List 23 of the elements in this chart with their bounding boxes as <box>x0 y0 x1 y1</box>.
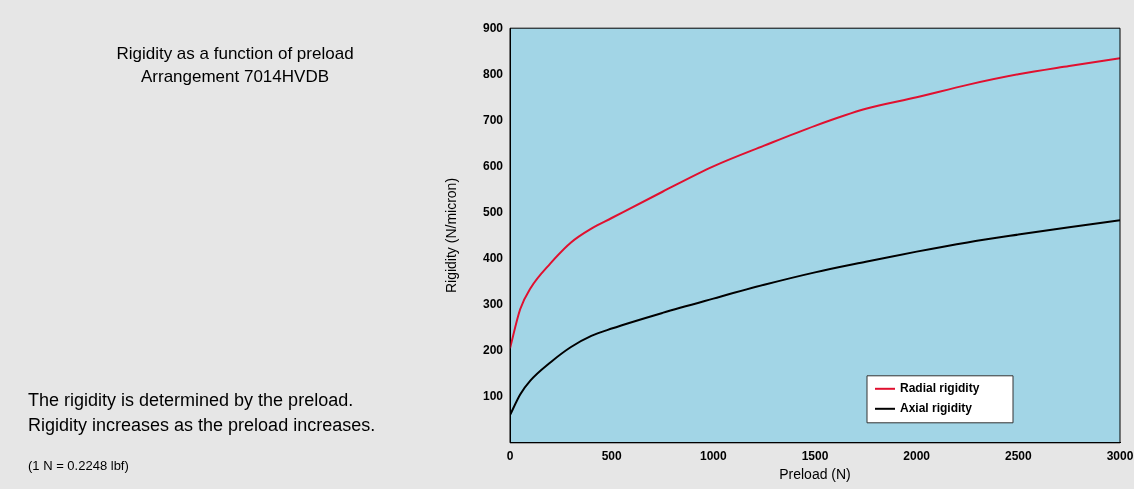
y-axis-title: Rigidity (N/micron) <box>443 177 460 294</box>
y-tick-label: 500 <box>482 204 504 219</box>
text: Rigidity as a function of preload Arrangement 7014HVDB <box>115 43 355 88</box>
x-tick-label: 500 <box>601 449 622 464</box>
y-tick-label: 700 <box>482 112 504 127</box>
legend-label: Radial rigidity <box>900 381 980 396</box>
x-tick-label: 2500 <box>1004 449 1032 464</box>
y-tick-label: 100 <box>482 389 504 404</box>
x-tick-label: 2000 <box>903 449 931 464</box>
x-tick-label: 0 <box>506 449 514 464</box>
x-tick-label: 1000 <box>699 449 727 464</box>
x-tick-label: 3000 <box>1106 449 1134 464</box>
text: (1 N = 0.2248 lbf) <box>28 458 129 473</box>
text: The rigidity is determined by the preload. Rigidity increases as the preload increases. <box>28 389 376 437</box>
x-tick-label: 1500 <box>801 449 829 464</box>
y-tick-label: 300 <box>482 296 504 311</box>
x-axis-title: Preload (N) <box>779 466 851 483</box>
y-tick-label: 200 <box>482 342 504 357</box>
legend-label: Axial rigidity <box>900 401 973 416</box>
y-tick-label: 800 <box>482 66 504 81</box>
y-tick-label: 900 <box>482 20 504 35</box>
y-tick-label: 600 <box>482 158 504 173</box>
y-tick-label: 400 <box>482 250 504 265</box>
